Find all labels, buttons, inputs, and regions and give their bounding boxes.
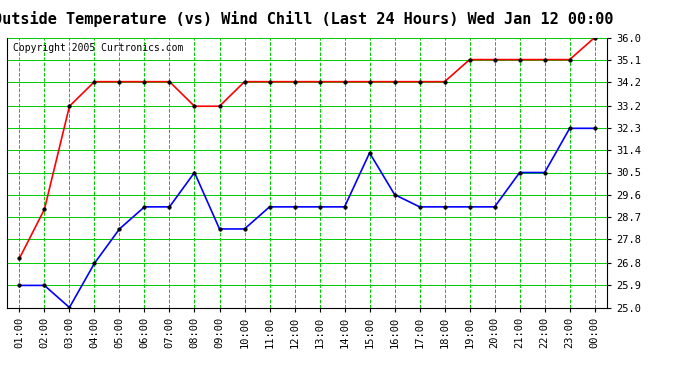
Text: Copyright 2005 Curtronics.com: Copyright 2005 Curtronics.com — [13, 43, 184, 53]
Text: Outside Temperature (vs) Wind Chill (Last 24 Hours) Wed Jan 12 00:00: Outside Temperature (vs) Wind Chill (Las… — [0, 11, 614, 27]
